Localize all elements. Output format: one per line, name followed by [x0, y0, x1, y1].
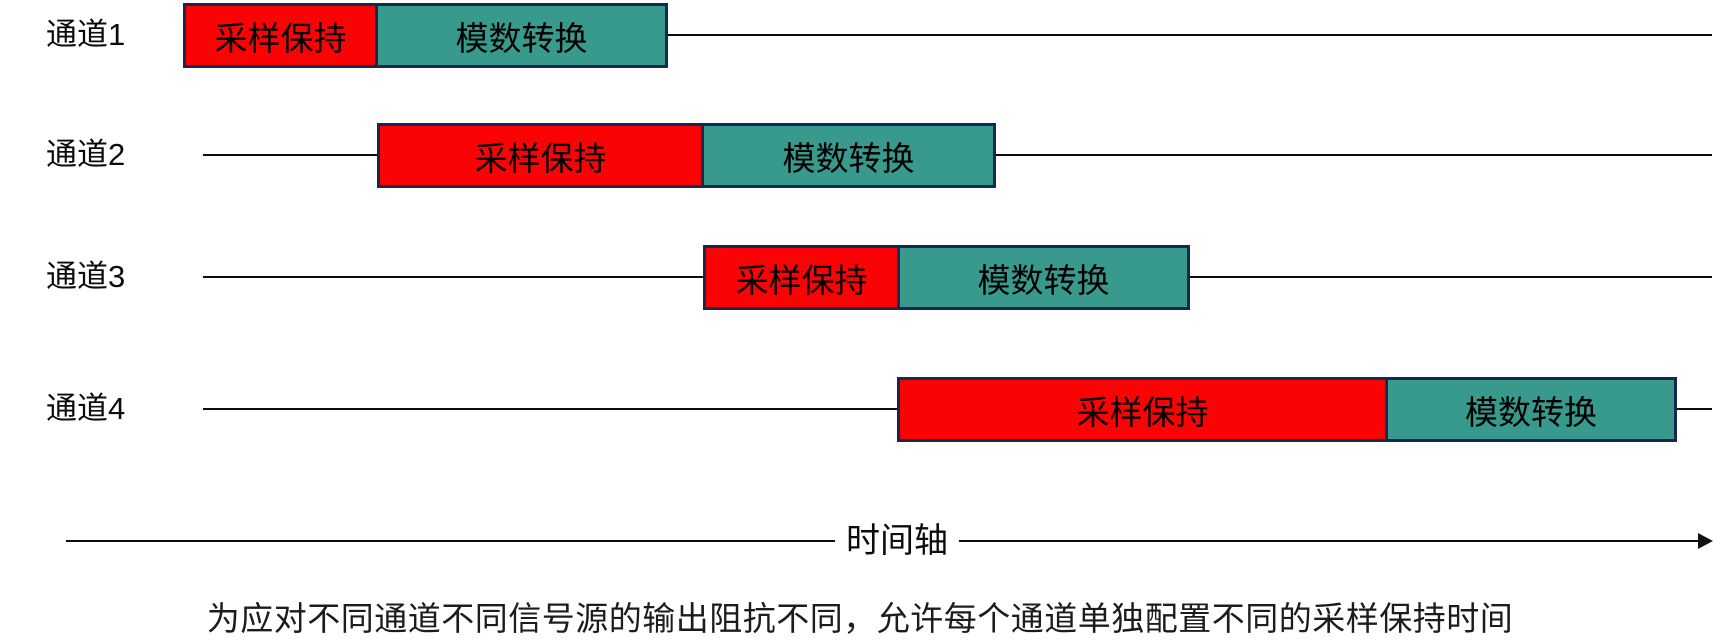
adc-convert-label: 模数转换 — [977, 261, 1110, 299]
caption-text: 为应对不同通道不同信号源的输出阻抗不同，允许每个通道单独配置不同的采样保持时间 — [206, 600, 1514, 637]
channel-label: 通道3 — [46, 259, 126, 294]
time-axis-arrow-icon — [1698, 533, 1713, 549]
timeline-right-line — [668, 34, 1712, 36]
adc-convert-label: 模数转换 — [782, 139, 915, 177]
adc-convert-box: 模数转换 — [897, 248, 1187, 307]
channel-bars: 采样保持 模数转换 — [377, 123, 996, 188]
sample-hold-box: 采样保持 — [186, 6, 375, 65]
channel-bars: 采样保持 模数转换 — [183, 3, 668, 68]
channel-bars: 采样保持 模数转换 — [703, 245, 1190, 310]
channel-label: 通道1 — [46, 17, 126, 52]
adc-convert-box: 模数转换 — [375, 6, 665, 65]
timeline-left-line — [203, 276, 703, 278]
sample-hold-box: 采样保持 — [380, 126, 701, 185]
timeline-right-line — [996, 154, 1712, 156]
sample-hold-box: 采样保持 — [706, 248, 897, 307]
channel-label: 通道4 — [46, 391, 126, 426]
adc-convert-label: 模数转换 — [1465, 393, 1597, 431]
sample-hold-label: 采样保持 — [735, 261, 868, 299]
channel-label: 通道2 — [46, 137, 126, 172]
sample-hold-label: 采样保持 — [214, 19, 347, 57]
sample-hold-label: 采样保持 — [474, 139, 607, 177]
sample-hold-label: 采样保持 — [1076, 393, 1209, 431]
adc-convert-label: 模数转换 — [455, 19, 588, 57]
timeline-left-line — [203, 154, 377, 156]
timeline-left-line — [203, 408, 897, 410]
channel-bars: 采样保持 模数转换 — [897, 377, 1677, 442]
timeline-right-line — [1677, 408, 1712, 410]
timeline-right-line — [1190, 276, 1712, 278]
time-axis-label: 时间轴 — [835, 521, 959, 561]
adc-convert-box: 模数转换 — [701, 126, 993, 185]
sample-hold-box: 采样保持 — [900, 380, 1385, 439]
adc-convert-box: 模数转换 — [1385, 380, 1674, 439]
